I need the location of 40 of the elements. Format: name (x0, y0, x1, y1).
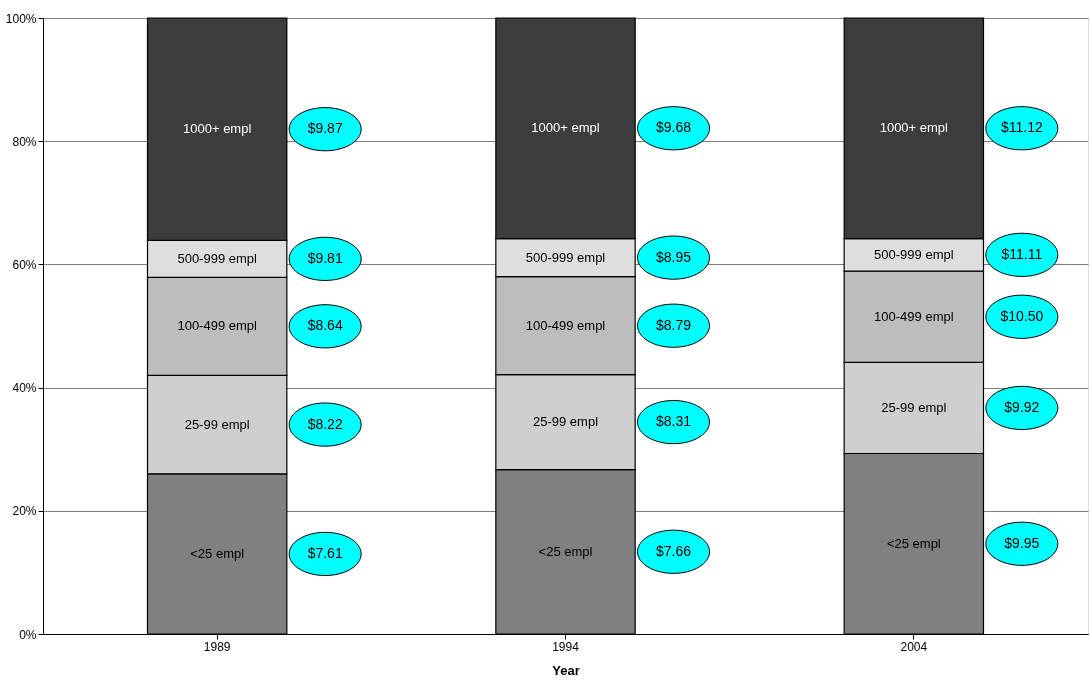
x-axis-title: Year (552, 662, 580, 678)
text: <25 empl (886, 535, 941, 551)
text: 1000+ empl (531, 120, 600, 136)
annotation: $9.68 (655, 119, 692, 136)
annotation: $11.11 (1001, 245, 1043, 262)
annotation: $9.92 (1004, 398, 1040, 415)
series-label: 100-499 empl (177, 318, 258, 334)
x-tick-label: 1989 (203, 639, 231, 654)
y-tick-label: 40% (12, 381, 37, 396)
series-label: 1000+ empl (183, 121, 252, 137)
annotation: $10.50 (1000, 307, 1044, 324)
y-tick-label: 60% (12, 257, 37, 272)
annotation: $8.95 (655, 248, 692, 265)
y-tick-label: 100% (5, 11, 37, 26)
text: 25-99 empl (532, 414, 599, 430)
text: 1000+ empl (879, 120, 948, 136)
text: 500-999 empl (525, 249, 606, 265)
series-label: <25 empl (190, 545, 245, 561)
annotation: $8.64 (307, 317, 343, 334)
annotation: $9.95 (1004, 534, 1040, 551)
x-tick-label: 1994 (552, 639, 580, 654)
annotation: $9.81 (307, 249, 343, 266)
annotation: $11.12 (1000, 119, 1043, 136)
annotation: $8.31 (655, 413, 692, 430)
text: 500-999 empl (177, 250, 257, 266)
text: <25 empl (538, 543, 593, 559)
text: 25-99 empl (881, 399, 947, 415)
series-label: 500-999 empl (874, 246, 954, 262)
y-tick-label: 20% (12, 504, 37, 519)
annotation: $8.79 (655, 316, 692, 333)
text: 100-499 empl (874, 308, 954, 324)
annotation: $8.22 (307, 415, 343, 432)
y-tick-label: 80% (12, 134, 37, 149)
y-tick-label: 0% (19, 627, 37, 642)
annotation: $7.61 (307, 544, 343, 561)
annotation: $7.66 (655, 542, 692, 559)
x-tick-label: 2004 (900, 639, 928, 654)
text: 100-499 empl (525, 317, 606, 333)
annotation: $9.87 (307, 120, 343, 137)
series-label: 25-99 empl (184, 416, 250, 432)
